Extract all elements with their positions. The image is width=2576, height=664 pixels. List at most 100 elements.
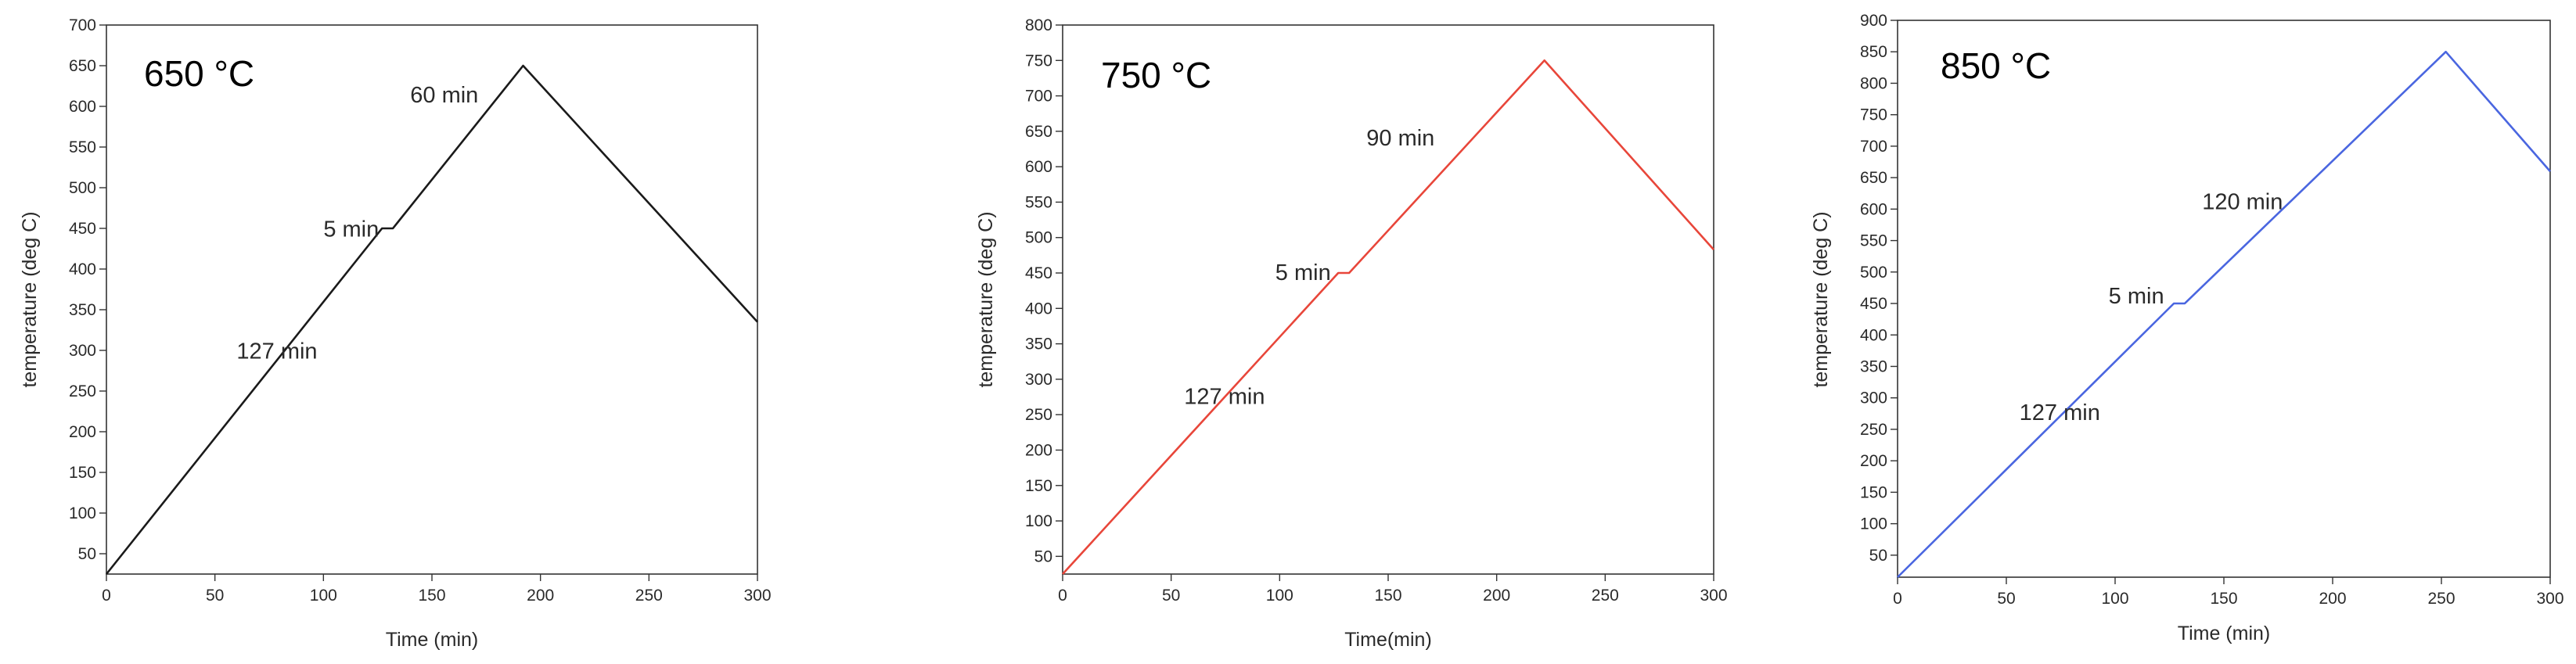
y-tick-label: 700	[1860, 138, 1887, 156]
y-tick-label: 500	[1860, 264, 1887, 282]
y-tick-label: 300	[69, 342, 96, 360]
x-tick-label: 300	[1700, 587, 1727, 605]
segment-duration-label: 5 min	[323, 217, 379, 242]
panel-title: 650 °C	[144, 53, 254, 94]
y-tick-label: 450	[1025, 264, 1052, 282]
y-tick-label: 650	[69, 57, 96, 75]
x-tick-label: 250	[635, 587, 663, 605]
y-tick-label: 500	[1025, 229, 1052, 247]
y-tick-label: 650	[1025, 123, 1052, 141]
y-tick-label: 400	[1860, 326, 1887, 344]
y-tick-label: 400	[1025, 300, 1052, 318]
y-tick-label: 50	[78, 545, 96, 563]
y-tick-label: 750	[1860, 106, 1887, 124]
y-tick-label: 500	[69, 179, 96, 197]
y-tick-label: 600	[1025, 158, 1052, 176]
y-tick-label: 600	[69, 98, 96, 116]
segment-duration-label: 127 min	[236, 339, 317, 364]
y-tick-label: 550	[1025, 193, 1052, 211]
segment-duration-label: 127 min	[2020, 400, 2100, 425]
y-tick-label: 700	[69, 16, 96, 34]
x-tick-label: 50	[206, 587, 224, 605]
y-axis-title: temperature (deg C)	[19, 211, 41, 387]
y-tick-label: 150	[1025, 477, 1052, 495]
x-axis-ticks: 0 50 100 150 200 250 300	[1893, 577, 2564, 608]
segment-duration-label: 5 min	[1275, 260, 1331, 285]
y-tick-label: 450	[69, 220, 96, 238]
y-tick-label: 550	[1860, 232, 1887, 250]
series-layer	[1897, 50, 2551, 578]
x-axis-title: Time(min)	[1344, 629, 1432, 651]
x-tick-label: 0	[102, 587, 111, 605]
y-tick-label: 700	[1025, 88, 1052, 106]
y-axis-ticks: 50 100 150 200 250 300 350 400 450 500 550 600 650 70…	[69, 16, 106, 563]
series-layer	[105, 64, 758, 575]
segment-duration-label: 120 min	[2202, 189, 2283, 214]
x-tick-label: 150	[418, 587, 445, 605]
plot-frame	[1897, 20, 2551, 578]
panel-title: 850 °C	[1941, 45, 2051, 86]
series-line	[1062, 59, 1714, 575]
panel-850: 0 50 100 150 200 250 300 50 100 150 200 250 300 350 4…	[1810, 12, 2564, 644]
y-tick-label: 200	[1860, 452, 1887, 470]
x-tick-label: 50	[1162, 587, 1180, 605]
y-tick-label: 800	[1860, 74, 1887, 92]
segment-duration-label: 127 min	[1184, 385, 1265, 410]
y-axis-title: temperature (deg C)	[1810, 211, 1832, 387]
y-tick-label: 350	[1860, 357, 1887, 375]
x-tick-label: 0	[1893, 590, 1902, 608]
segment-duration-label: 60 min	[410, 83, 478, 108]
annotation-layer: 127 min 5 min 120 min	[2020, 189, 2283, 425]
y-tick-label: 550	[69, 138, 96, 156]
x-tick-label: 200	[527, 587, 554, 605]
x-tick-label: 100	[2101, 590, 2128, 608]
panel-title: 750 °C	[1101, 55, 1211, 95]
x-tick-label: 100	[1266, 587, 1293, 605]
x-axis-title: Time (min)	[2178, 623, 2271, 644]
x-tick-label: 150	[1374, 587, 1401, 605]
segment-duration-label: 90 min	[1366, 126, 1434, 151]
segment-duration-label: 5 min	[2109, 284, 2164, 309]
y-tick-label: 100	[1025, 512, 1052, 530]
plot-frame	[1062, 24, 1714, 575]
y-tick-label: 650	[1860, 169, 1887, 187]
x-tick-label: 0	[1058, 587, 1067, 605]
x-tick-label: 150	[2210, 590, 2237, 608]
y-tick-label: 300	[1025, 371, 1052, 389]
y-tick-label: 800	[1025, 16, 1052, 34]
series-layer	[1062, 59, 1714, 575]
x-axis-ticks: 0 50 100 150 200 250 300	[102, 574, 772, 605]
y-tick-label: 150	[1860, 483, 1887, 501]
x-tick-label: 100	[310, 587, 337, 605]
x-tick-label: 200	[2319, 590, 2346, 608]
y-tick-label: 50	[1869, 547, 1887, 565]
x-tick-label: 250	[1592, 587, 1619, 605]
y-axis-ticks: 50 100 150 200 250 300 350 400 450 500 550 600 650 70…	[1860, 12, 1898, 565]
x-tick-label: 300	[2536, 590, 2563, 608]
y-tick-label: 200	[1025, 441, 1052, 459]
y-tick-label: 900	[1860, 12, 1887, 30]
annotation-layer: 127 min 5 min 90 min	[1184, 126, 1434, 410]
y-tick-label: 200	[69, 423, 96, 441]
y-tick-label: 850	[1860, 43, 1887, 61]
y-tick-label: 750	[1025, 52, 1052, 70]
y-tick-label: 350	[1025, 336, 1052, 354]
y-tick-label: 400	[69, 260, 96, 278]
y-axis-title: temperature (deg C)	[975, 211, 997, 387]
x-axis-title: Time (min)	[386, 629, 479, 651]
x-tick-label: 200	[1483, 587, 1510, 605]
panel-650: 0 50 100 150 200 250 300 50 100 150 200 250 300 350 4…	[19, 16, 772, 651]
y-tick-label: 250	[1025, 406, 1052, 424]
y-tick-label: 150	[69, 464, 96, 482]
y-tick-label: 250	[69, 382, 96, 400]
x-tick-label: 250	[2427, 590, 2455, 608]
y-tick-label: 300	[1860, 389, 1887, 407]
series-line	[1897, 50, 2551, 578]
y-tick-label: 50	[1034, 547, 1052, 565]
x-axis-ticks: 0 50 100 150 200 250 300	[1058, 574, 1728, 605]
y-tick-label: 250	[1860, 421, 1887, 439]
x-tick-label: 50	[1997, 590, 2015, 608]
y-tick-label: 350	[69, 301, 96, 319]
panel-750: 0 50 100 150 200 250 300 50 100 150 200 250 300 350 4…	[975, 16, 1728, 651]
